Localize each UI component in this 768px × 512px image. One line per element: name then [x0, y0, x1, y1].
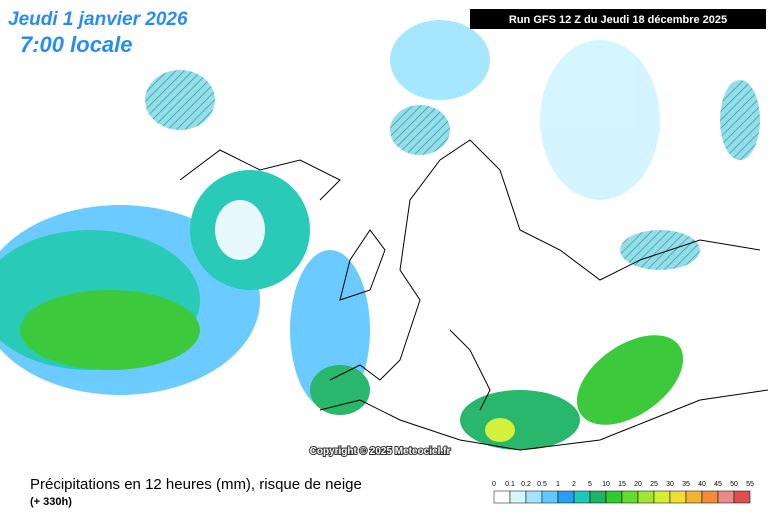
legend-tick-label: 15: [618, 481, 626, 488]
legend-swatch: [685, 490, 703, 504]
legend-swatch: [717, 490, 735, 504]
copyright: Copyright © 2025 Meteociel.fr: [310, 446, 451, 457]
footer-title: Précipitations en 12 heures (mm), risque…: [30, 476, 362, 493]
precipitation-fields: [0, 20, 760, 450]
legend-tick-label: 0.2: [521, 481, 531, 488]
legend-swatch: [525, 490, 543, 504]
legend-swatch: [733, 490, 751, 504]
legend-tick-label: 25: [650, 481, 658, 488]
legend-tick-label: 30: [666, 481, 674, 488]
legend-tick-label: 0: [492, 481, 496, 488]
legend-tick-label: 1: [556, 481, 560, 488]
legend-tick-label: 40: [698, 481, 706, 488]
date-title: Jeudi 1 janvier 2026: [8, 9, 188, 30]
legend-swatch: [589, 490, 607, 504]
legend-swatch: [669, 490, 687, 504]
footer-lead: (+ 330h): [30, 496, 72, 508]
legend-swatch: [701, 490, 719, 504]
legend-tick-label: 0.5: [537, 481, 547, 488]
run-label: Run GFS 12 Z du Jeudi 18 décembre 2025: [509, 14, 727, 26]
legend-swatch: [637, 490, 655, 504]
run-box: [470, 9, 766, 29]
legend-tick-label: 20: [634, 481, 642, 488]
legend: 0 0.1 0.2 0.5 1 2 5 10 15 20 25 30 35 40 45 50 55: [492, 481, 754, 504]
legend-swatch: [541, 490, 559, 504]
legend-tick-label: 55: [746, 481, 754, 488]
coastlines: [179, 139, 768, 451]
legend-swatch: [493, 490, 511, 504]
legend-tick-label: 10: [602, 481, 610, 488]
legend-swatch: [621, 490, 639, 504]
legend-swatch: [509, 490, 527, 504]
time-title: 7:00 locale: [20, 32, 133, 57]
legend-swatch: [653, 490, 671, 504]
legend-swatch: [605, 490, 623, 504]
legend-tick-label: 35: [682, 481, 690, 488]
legend-tick-label: 0.1: [505, 481, 515, 488]
legend-tick-label: 2: [572, 481, 576, 488]
legend-tick-label: 45: [714, 481, 722, 488]
legend-tick-label: 5: [588, 481, 592, 488]
legend-tick-label: 50: [730, 481, 738, 488]
legend-swatch: [557, 490, 575, 504]
legend-swatch: [573, 490, 591, 504]
